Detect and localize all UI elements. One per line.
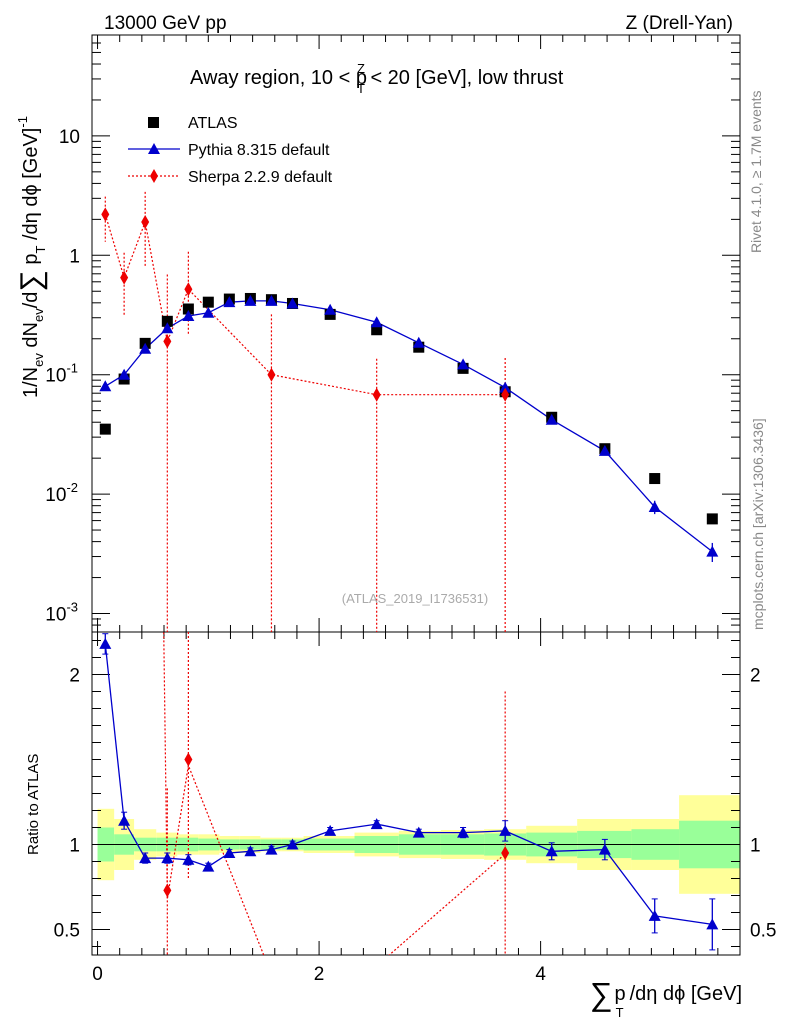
ratio-series-layer <box>99 632 719 955</box>
region-title: Away region, 10 < pZ T < 20 [GeV], low th… <box>190 61 564 96</box>
pythia-point <box>412 336 425 348</box>
y-tick-label-ratio-right: 0.5 <box>750 921 776 942</box>
pythia-ratio-point <box>412 826 425 838</box>
y-tick-label-main: 10 <box>59 127 80 148</box>
atlas-point <box>202 296 214 308</box>
atlas-point <box>371 324 383 336</box>
x-tick-label: 2 <box>314 964 325 985</box>
pythia-ratio-point <box>598 843 611 855</box>
process-label: Z (Drell-Yan) <box>626 13 733 34</box>
y-tick-label-ratio-left: 1 <box>69 836 80 857</box>
x-axis-label: ∑ p T/dη dϕ [GeV] <box>590 976 742 1020</box>
sherpa-point <box>101 207 110 222</box>
pythia-ratio-point <box>324 824 337 836</box>
pythia-point <box>706 545 719 557</box>
analysis-id: (ATLAS_2019_I1736531) <box>342 591 488 606</box>
y-axis-label-ratio: Ratio to ATLAS <box>25 754 42 855</box>
pythia-point <box>499 381 512 393</box>
pythia-point <box>244 294 257 306</box>
pythia-ratio-point <box>370 818 383 830</box>
pythia-ratio-point <box>265 843 278 855</box>
sherpa-ratio-point <box>163 883 172 898</box>
mcplots-credit-label: mcplots.cern.ch [arXiv:1306.3436] <box>750 418 766 630</box>
ratio-clip-group <box>163 632 506 955</box>
x-tick-label: 4 <box>535 964 546 985</box>
pythia-ratio-point <box>286 838 299 850</box>
pythia-ratio-point <box>499 824 512 836</box>
sherpa-point <box>120 270 129 285</box>
sherpa-point <box>163 334 172 349</box>
pythia-point <box>99 380 112 392</box>
pythia-ratio-point <box>244 845 257 857</box>
pythia-ratio-point <box>457 826 470 838</box>
y-tick-label-main: 10-2 <box>45 480 78 506</box>
pythia-point <box>118 368 131 380</box>
pythia-ratio-point <box>706 918 719 930</box>
sherpa-ratio-point <box>501 846 510 860</box>
pythia-point <box>648 500 661 512</box>
legend-sherpa-marker <box>150 169 158 183</box>
pythia-point <box>202 306 215 318</box>
pythia-point <box>370 316 383 328</box>
y-tick-label-ratio-left: 0.5 <box>54 921 80 942</box>
atlas-point <box>706 513 718 525</box>
pythia-point <box>139 342 152 354</box>
sherpa-point <box>372 387 381 402</box>
pythia-ratio-point <box>182 853 195 865</box>
pythia-point <box>182 310 195 322</box>
sherpa-ratio-point <box>184 752 193 767</box>
y-tick-label-ratio-right: 2 <box>750 666 761 687</box>
pythia-ratio-point <box>545 845 558 857</box>
x-tick-label: 0 <box>92 964 103 985</box>
pythia-ratio-point <box>118 814 131 826</box>
atlas-point <box>161 315 173 327</box>
axis-ticks <box>92 34 740 955</box>
legend: ATLAS Pythia 8.315 default Sherpa 2.2.9 … <box>128 115 333 186</box>
rivet-version-label: Rivet 4.1.0, ≥ 1.7M events <box>748 90 764 253</box>
pythia-point <box>598 444 611 456</box>
ratio-plot-frame <box>91 631 741 956</box>
pythia-point <box>457 358 470 370</box>
y-tick-label-main: 10-3 <box>45 600 78 626</box>
atlas-point <box>99 423 111 435</box>
sherpa-line <box>104 214 506 396</box>
energy-label: 13000 GeV pp <box>104 13 227 34</box>
y-tick-label-main: 1 <box>69 246 80 267</box>
pythia-ratio-point <box>99 637 112 649</box>
pythia-ratio-point <box>648 909 661 921</box>
atlas-point <box>649 473 661 485</box>
sherpa-point <box>184 282 193 297</box>
legend-sherpa-label: Sherpa 2.2.9 default <box>188 169 333 186</box>
sherpa-point <box>501 387 510 402</box>
pythia-point <box>545 413 558 425</box>
main-series-layer <box>99 191 719 632</box>
y-axis-label-main: 1/Nev dNev/d∑ pT /dη dϕ [GeV]-1 <box>15 116 48 398</box>
pythia-ratio-point <box>223 847 236 858</box>
pythia-point <box>161 322 174 334</box>
pythia-ratio-line <box>104 643 713 926</box>
sherpa-point <box>267 367 276 382</box>
atlas-point <box>182 303 194 315</box>
y-tick-label-ratio-right: 1 <box>750 836 761 857</box>
sherpa-point <box>141 215 150 230</box>
pythia-point <box>324 303 337 315</box>
pythia-point <box>265 294 278 306</box>
y-tick-label-ratio-left: 2 <box>69 666 80 687</box>
pythia-ratio-point <box>139 852 152 864</box>
legend-pythia-label: Pythia 8.315 default <box>188 142 330 159</box>
legend-pythia-marker <box>148 143 160 154</box>
legend-atlas-label: ATLAS <box>188 115 238 132</box>
legend-atlas-marker <box>148 117 159 128</box>
pythia-ratio-point <box>202 860 215 872</box>
pythia-ratio-point <box>161 852 174 864</box>
pythia-point <box>223 296 236 308</box>
y-tick-label-main: 10-1 <box>45 361 78 387</box>
pythia-point <box>286 297 299 309</box>
pythia-line <box>104 300 713 553</box>
axis-tick-labels: 0 2 4 10-3 10-2 10-1 1 10 0.5 0.5 1 1 2 2 <box>45 127 776 985</box>
